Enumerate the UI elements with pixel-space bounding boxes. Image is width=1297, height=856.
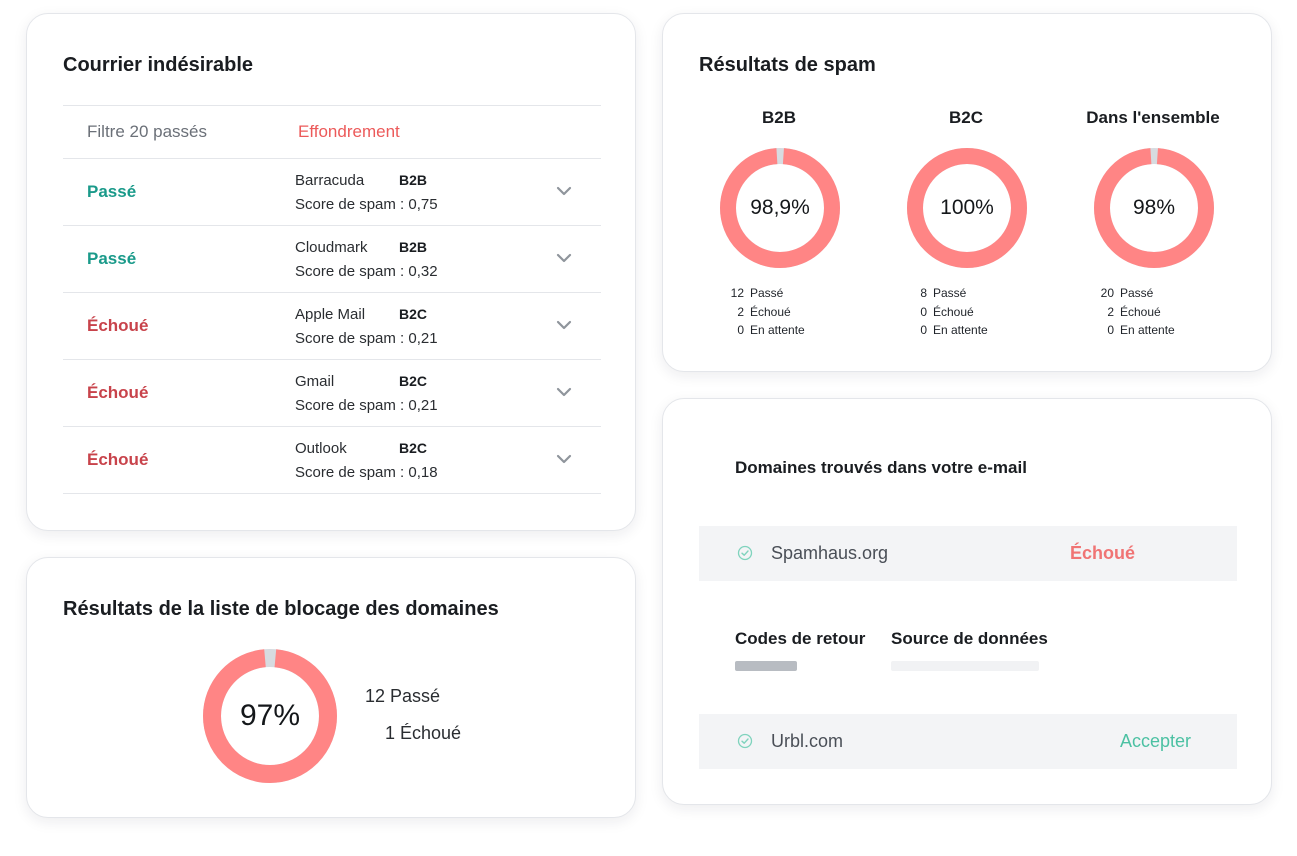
return-codes-placeholder bbox=[735, 661, 797, 671]
filter-bar: Filtre 20 passés Effondrement bbox=[63, 105, 601, 159]
failed-count: 2 bbox=[1107, 304, 1114, 319]
row-provider: Outlook bbox=[295, 440, 347, 457]
domain-row-urbl[interactable]: Urbl.com Accepter bbox=[699, 714, 1237, 769]
passed-count: 12 bbox=[730, 286, 744, 300]
passed-label: Passé bbox=[750, 286, 784, 300]
row-provider: Apple Mail bbox=[295, 306, 366, 323]
chevron-down-icon[interactable] bbox=[553, 451, 575, 467]
result-row-barracuda[interactable]: Passé Barracuda B2B Score de spam : 0,75 bbox=[63, 159, 601, 226]
spam-results-list: Passé Barracuda B2B Score de spam : 0,75… bbox=[63, 159, 601, 494]
return-codes-heading: Codes de retour bbox=[735, 629, 866, 648]
result-row-outlook[interactable]: Échoué Outlook B2C Score de spam : 0,18 bbox=[63, 427, 601, 494]
passed-label: Passé bbox=[1120, 286, 1154, 300]
segment-stats: 8 Passé 0 Échoué 0 En attente bbox=[905, 284, 988, 340]
chevron-down-icon[interactable] bbox=[553, 317, 575, 333]
row-type: B2C bbox=[399, 306, 428, 322]
segment-b2b: B2B 98,9% 12 Passé 2 Échoué 0 En attente bbox=[704, 108, 854, 348]
failed-label: Échoué bbox=[750, 304, 791, 319]
failed-label: Échoué bbox=[933, 304, 974, 319]
pending-label: En attente bbox=[750, 323, 805, 337]
data-source-placeholder bbox=[891, 661, 1039, 671]
row-type: B2B bbox=[399, 172, 428, 188]
data-source-heading: Source de données bbox=[891, 629, 1048, 648]
segment-title: B2C bbox=[948, 108, 983, 127]
segment-b2c: B2C 100% 8 Passé 0 Échoué 0 En attente bbox=[891, 108, 1041, 348]
segment-stats: 12 Passé 2 Échoué 0 En attente bbox=[722, 284, 805, 340]
domain-name: Spamhaus.org bbox=[771, 543, 889, 563]
donut-pass-arc bbox=[720, 148, 840, 268]
domain-name: Urbl.com bbox=[771, 731, 844, 751]
pending-label: En attente bbox=[1120, 323, 1175, 337]
passed-label: Passé bbox=[390, 686, 441, 706]
pending-count: 0 bbox=[1107, 323, 1114, 337]
chevron-down-icon[interactable] bbox=[553, 183, 575, 199]
pending-count: 0 bbox=[737, 323, 744, 337]
passed-count: 8 bbox=[920, 286, 927, 300]
row-status: Passé bbox=[87, 182, 137, 201]
row-status: Échoué bbox=[87, 316, 149, 335]
blocklist-card-title: Résultats de la liste de blocage des dom… bbox=[63, 598, 499, 620]
row-status: Passé bbox=[87, 249, 137, 268]
row-status: Échoué bbox=[87, 383, 149, 402]
spam-card-title: Courrier indésirable bbox=[63, 54, 254, 76]
row-provider: Cloudmark bbox=[295, 239, 368, 256]
domain-row-spamhaus[interactable]: Spamhaus.org Échoué bbox=[699, 526, 1237, 581]
breakdown-link[interactable]: Effondrement bbox=[298, 122, 400, 141]
segment-donut bbox=[720, 148, 840, 268]
segment-percent: 98,9% bbox=[750, 196, 810, 219]
row-score: Score de spam : 0,18 bbox=[295, 464, 438, 481]
row-type: B2C bbox=[399, 440, 428, 456]
spam-results-title: Résultats de spam bbox=[699, 54, 876, 76]
segment-overall: Dans l'ensemble 98% 20 Passé 2 Échoué 0 En … bbox=[1078, 108, 1228, 348]
failed-label: Échoué bbox=[400, 723, 462, 743]
blocklist-percent: 97% bbox=[239, 699, 301, 732]
failed-count: 1 bbox=[384, 723, 395, 743]
row-type: B2B bbox=[399, 239, 428, 255]
passed-count: 12 bbox=[364, 686, 385, 706]
row-status: Échoué bbox=[87, 450, 149, 469]
check-circle-icon bbox=[737, 545, 753, 561]
donut-pass-arc bbox=[203, 649, 337, 783]
failed-label: Échoué bbox=[1120, 304, 1161, 319]
domains-card: Domaines trouvés dans votre e-mail Spamh… bbox=[662, 398, 1272, 805]
segment-stats: 20 Passé 2 Échoué 0 En attente bbox=[1092, 284, 1175, 340]
passed-label: Passé bbox=[933, 286, 967, 300]
failed-count: 0 bbox=[920, 304, 927, 319]
row-score: Score de spam : 0,21 bbox=[295, 330, 438, 347]
row-score: Score de spam : 0,75 bbox=[295, 196, 438, 213]
segment-title: Dans l'ensemble bbox=[1086, 108, 1220, 127]
row-provider: Gmail bbox=[295, 373, 335, 390]
spam-results-card: Résultats de spam B2B 98,9% 12 Passé 2 Éch… bbox=[662, 13, 1272, 372]
chevron-down-icon[interactable] bbox=[553, 250, 575, 266]
pending-label: En attente bbox=[933, 323, 988, 337]
row-score: Score de spam : 0,21 bbox=[295, 397, 438, 414]
row-provider: Barracuda bbox=[295, 172, 365, 189]
filter-summary: Filtre 20 passés bbox=[87, 122, 207, 141]
domains-card-title: Domaines trouvés dans votre e-mail bbox=[735, 458, 1027, 477]
result-row-gmail[interactable]: Échoué Gmail B2C Score de spam : 0,21 bbox=[63, 360, 601, 427]
domain-status[interactable]: Accepter bbox=[1120, 731, 1192, 751]
segment-percent: 100% bbox=[940, 196, 994, 219]
segment-donut bbox=[1094, 148, 1214, 268]
row-score: Score de spam : 0,32 bbox=[295, 263, 438, 280]
blocklist-donut bbox=[203, 649, 337, 783]
failed-count: 2 bbox=[737, 304, 744, 319]
segment-donut bbox=[907, 148, 1027, 268]
row-type: B2C bbox=[399, 373, 428, 389]
passed-count: 20 bbox=[1100, 286, 1114, 300]
donut-pass-arc bbox=[907, 148, 1027, 268]
blocklist-failed-stat: 1 Échoué bbox=[359, 723, 461, 744]
spam-card: Courrier indésirable Filtre 20 passés Ef… bbox=[26, 13, 636, 531]
donut-pass-arc bbox=[1094, 148, 1214, 268]
domain-status: Échoué bbox=[1070, 543, 1136, 563]
chevron-down-icon[interactable] bbox=[553, 384, 575, 400]
result-row-cloudmark[interactable]: Passé Cloudmark B2B Score de spam : 0,32 bbox=[63, 226, 601, 293]
result-row-apple-mail[interactable]: Échoué Apple Mail B2C Score de spam : 0,… bbox=[63, 293, 601, 360]
blocklist-card: Résultats de la liste de blocage des dom… bbox=[26, 557, 636, 818]
check-circle-icon bbox=[737, 733, 753, 749]
segment-percent: 98% bbox=[1132, 196, 1176, 219]
blocklist-passed-stat: 12 Passé bbox=[359, 686, 440, 707]
segment-title: B2B bbox=[761, 108, 796, 127]
pending-count: 0 bbox=[920, 323, 927, 337]
